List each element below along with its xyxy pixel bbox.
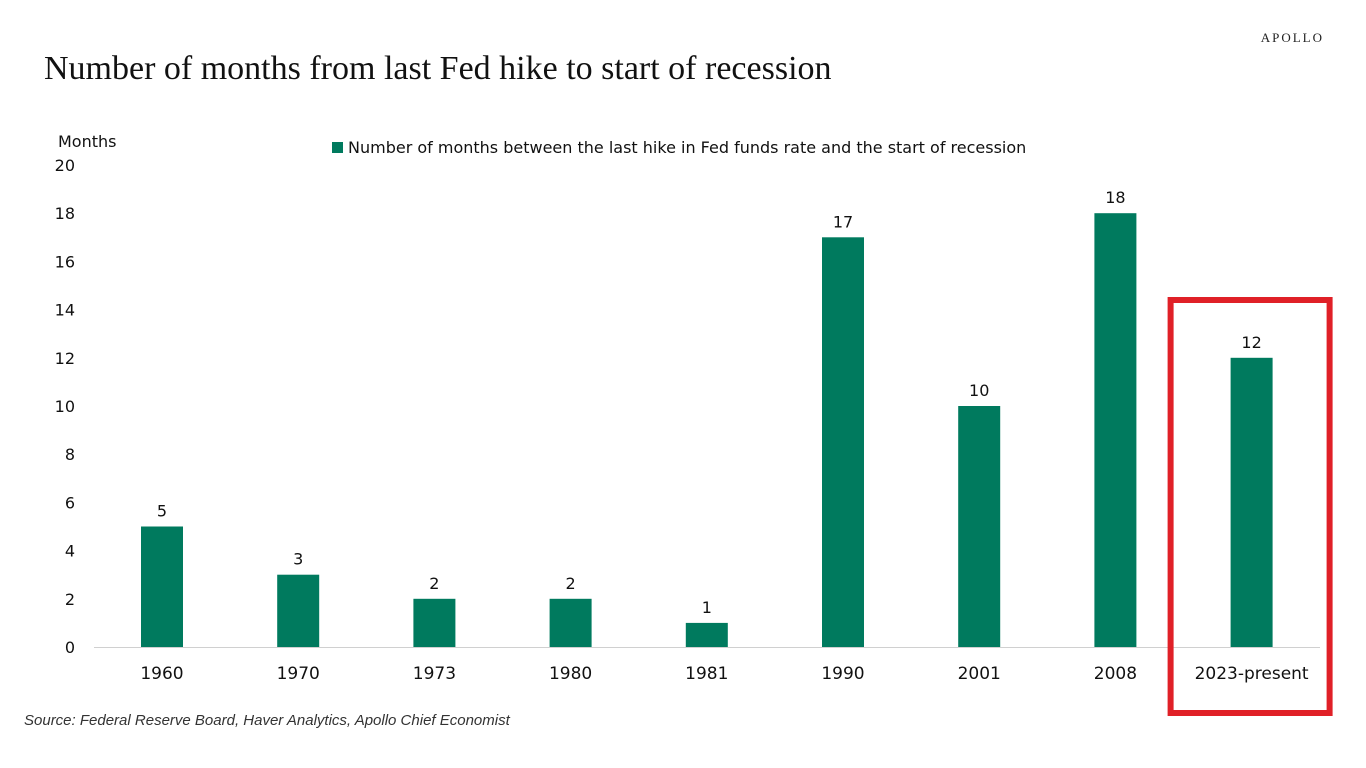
bar-series: 5 3 2 2 1 17 10 18 12 xyxy=(141,188,1273,648)
source-note: Source: Federal Reserve Board, Haver Ana… xyxy=(24,712,510,729)
bar-value-label: 2 xyxy=(429,574,439,593)
x-tick-label: 1973 xyxy=(413,664,456,684)
bar xyxy=(1230,357,1273,647)
y-tick-label: 18 xyxy=(55,204,75,223)
bar-value-label: 18 xyxy=(1105,188,1125,207)
bar-value-label: 2 xyxy=(566,574,576,593)
y-tick-label: 20 xyxy=(55,156,75,175)
y-axis-title: Months xyxy=(58,132,116,151)
y-tick-label: 6 xyxy=(65,493,75,512)
bar-value-label: 17 xyxy=(833,212,853,231)
bar xyxy=(141,526,183,647)
bar-value-label: 5 xyxy=(157,502,167,521)
x-tick-label: 1970 xyxy=(277,664,320,684)
bar xyxy=(685,622,728,647)
bar xyxy=(1094,213,1137,647)
bar xyxy=(413,598,456,647)
chart-title: Number of months from last Fed hike to s… xyxy=(44,50,832,87)
bar xyxy=(277,574,320,647)
bar xyxy=(549,598,592,647)
legend-swatch xyxy=(332,142,343,153)
y-tick-label: 16 xyxy=(55,252,75,271)
x-tick-label: 1980 xyxy=(549,664,592,684)
x-axis: 1960 1970 1973 1980 1981 1990 2001 2008 2023-pre… xyxy=(140,664,1309,684)
y-tick-label: 12 xyxy=(55,349,75,368)
bar xyxy=(958,406,1001,647)
y-tick-label: 10 xyxy=(55,397,75,416)
bar xyxy=(822,237,864,648)
x-tick-label: 1990 xyxy=(821,664,864,684)
highlight-box xyxy=(1167,297,1333,716)
y-tick-label: 2 xyxy=(65,590,75,609)
x-tick-label: 1960 xyxy=(140,664,183,684)
y-axis: 0 2 4 6 8 10 12 14 16 18 20 Months xyxy=(55,132,117,657)
x-tick-label: 2001 xyxy=(958,664,1001,684)
y-tick-label: 14 xyxy=(55,301,75,320)
legend-label: Number of months between the last hike i… xyxy=(348,138,1026,157)
bar-value-label: 3 xyxy=(293,550,303,569)
legend: Number of months between the last hike i… xyxy=(332,138,1026,157)
bar-value-label: 1 xyxy=(702,598,712,617)
x-tick-label: 2008 xyxy=(1094,664,1137,684)
y-tick-label: 8 xyxy=(65,445,75,464)
y-tick-label: 4 xyxy=(65,542,75,561)
y-tick-label: 0 xyxy=(65,638,75,657)
x-tick-label: 2023-present xyxy=(1195,664,1309,684)
bar-value-label: 10 xyxy=(969,381,989,400)
brand-logo: APOLLO xyxy=(1260,30,1324,45)
bar-value-label: 12 xyxy=(1241,333,1261,352)
x-tick-label: 1981 xyxy=(685,664,728,684)
